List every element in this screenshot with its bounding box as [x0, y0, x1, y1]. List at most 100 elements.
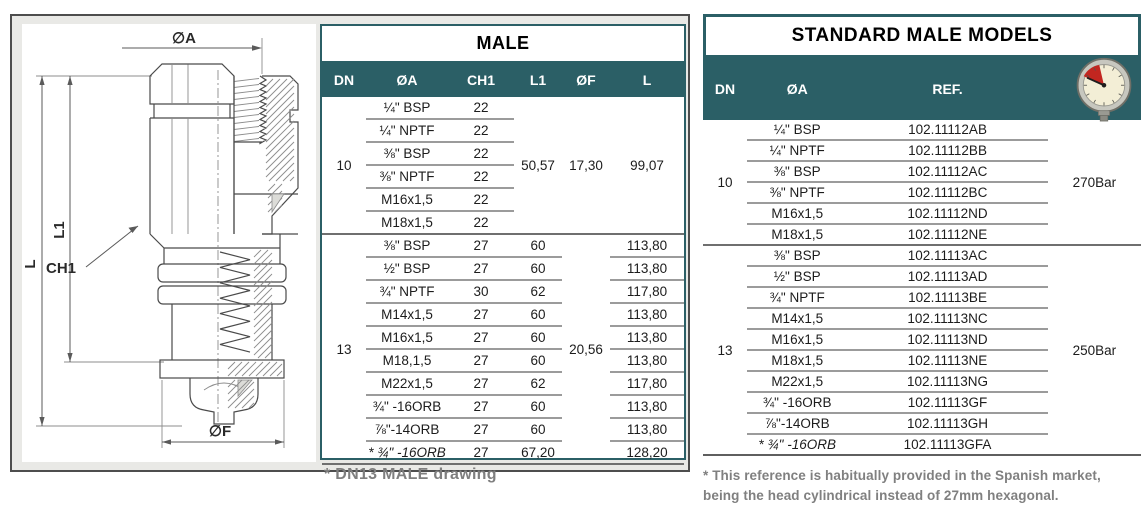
dn-cell: 13: [703, 244, 748, 455]
l-cell: 113,80: [610, 257, 684, 281]
dim-ch1: CH1: [46, 225, 139, 277]
thread-size-cell: ½" BSP: [747, 266, 848, 288]
male-table-row: ¾" NPTF 30 62 117,80: [322, 280, 684, 304]
ch1-cell: 27: [448, 257, 514, 281]
l-cell: 113,80: [610, 303, 684, 327]
part-threads: [233, 75, 268, 145]
thread-size-cell: ¾" -16ORB: [366, 395, 448, 419]
male-table-row: M16x1,5 22: [322, 188, 684, 212]
models-table-row: ¼" NPTF 102.11112BB: [703, 140, 1141, 162]
models-table-row: M18x1,5 102.11112NE: [703, 224, 1141, 245]
ref-cell: 102.11113AC: [847, 244, 1048, 267]
ref-cell: 102.11113NC: [847, 308, 1048, 330]
l1-cell: 60: [514, 418, 562, 442]
thread-size-cell: M16x1,5: [366, 326, 448, 350]
thread-size-cell: M22x1,5: [366, 372, 448, 396]
dim-label-l1: L1: [51, 221, 68, 239]
l1-cell: 60: [514, 326, 562, 350]
ch1-cell: 30: [448, 280, 514, 304]
models-header-oa: ØA: [747, 58, 848, 120]
ch1-cell: 27: [448, 349, 514, 373]
l1-cell: 67,20: [521, 445, 555, 460]
male-table-title: MALE: [322, 26, 684, 63]
l-cell: 117,80: [610, 372, 684, 396]
male-table-section: MALE DN ØA CH1 L1 ØF L 10 ¼" BSP 22 50,57 17…: [320, 24, 686, 465]
l1-cell: 50,57: [521, 157, 555, 173]
l1-cell: 60: [514, 233, 562, 258]
ref-cell: 102.11113GH: [847, 413, 1048, 435]
thread-size-cell: ¼" BSP: [747, 120, 848, 141]
models-table-row: 13 ⅜" BSP 102.11113AC 250Bar: [703, 244, 1141, 455]
dim-l1: L1: [51, 76, 73, 362]
dim-dia-a: ∅A: [122, 30, 263, 74]
thread-size-cell: * ¾" -16ORB: [758, 437, 836, 452]
dim-label-dia-a: ∅A: [172, 30, 196, 47]
of-cell: 20,56: [562, 233, 610, 464]
thread-size-cell: M18x1,5: [747, 350, 848, 372]
thread-size-cell: M22x1,5: [747, 371, 848, 393]
models-table-row: * ¾" -16ORB 102.11113GFA: [703, 434, 1141, 455]
male-table-row: ⅜" BSP 22: [322, 142, 684, 166]
ref-cell: 102.11112AB: [847, 120, 1048, 141]
models-table-row: M18x1,5 102.11113NE: [703, 350, 1141, 372]
l-cell: 128,20: [626, 445, 668, 460]
models-header-pressure: [1047, 57, 1141, 122]
male-header-of: ØF: [562, 63, 610, 97]
dim-dia-f: ∅F: [161, 380, 285, 448]
male-table-row: M18,1,5 27 60 113,80: [322, 349, 684, 373]
technical-drawing-box: ∅A L1 L CH1: [22, 24, 316, 462]
part-lower-body: [171, 304, 273, 360]
thread-size-cell: M18,1,5: [366, 349, 448, 373]
ch1-cell: 22: [448, 188, 514, 212]
thread-size-cell: ¼" NPTF: [366, 119, 448, 143]
male-table-row: M14x1,5 27 60 113,80: [322, 303, 684, 327]
l1-cell: 60: [514, 395, 562, 419]
male-table-row: ¼" NPTF 22: [322, 119, 684, 143]
models-table-row: M22x1,5 102.11113NG: [703, 371, 1141, 393]
ref-cell: 102.11112AC: [847, 161, 1048, 183]
models-table-row: ¾" NPTF 102.11113BE: [703, 287, 1141, 309]
thread-size-cell: ⅞"-14ORB: [747, 413, 848, 435]
part-sleeve: [262, 75, 299, 235]
ch1-cell: 27: [473, 445, 489, 460]
thread-size-cell: ⅜" NPTF: [366, 165, 448, 189]
l-cell: 113,80: [610, 233, 684, 258]
datasheet-page: { "colors":{"teal":"#2b5f66","panel_bg":…: [10, 14, 1141, 503]
l1-cell: 60: [514, 257, 562, 281]
dn-cell: 13: [322, 233, 366, 464]
male-table-row: 10 ¼" BSP 22 50,57 17,30 99,07: [322, 97, 684, 173]
male-header-l: L: [610, 63, 684, 97]
of-cell: 17,30: [569, 157, 603, 173]
ref-cell: 102.11113BE: [847, 287, 1048, 309]
models-table-header-row: DN ØA REF.: [703, 57, 1141, 122]
male-table-row: ¾" -16ORB 27 60 113,80: [322, 395, 684, 419]
models-table-row: ⅜" NPTF 102.11112BC: [703, 182, 1141, 204]
coupling-drawing: ∅A L1 L CH1: [22, 30, 299, 448]
models-table-row: M16x1,5 102.11113ND: [703, 329, 1141, 351]
thread-size-cell: * ¾" -16ORB: [368, 445, 446, 460]
thread-size-cell: ⅜" BSP: [747, 244, 848, 267]
l-cell: 113,80: [610, 395, 684, 419]
part-bore-steps: [234, 141, 298, 195]
ch1-cell: 27: [448, 418, 514, 442]
l1-cell: 62: [514, 372, 562, 396]
ch1-cell: 22: [448, 97, 514, 120]
male-table-row: 13 ⅜" BSP 27 60 20,56 113,80: [322, 233, 684, 464]
thread-size-cell: ½" BSP: [366, 257, 448, 281]
models-table-row: ⅞"-14ORB 102.11113GH: [703, 413, 1141, 435]
ref-cell: 102.11113GF: [847, 392, 1048, 414]
dn-cell: 10: [717, 174, 733, 190]
part-neck: [149, 233, 298, 264]
thread-size-cell: M16x1,5: [747, 329, 848, 351]
models-table-title: STANDARD MALE MODELS: [703, 14, 1141, 58]
ch1-cell: 22: [448, 165, 514, 189]
l1-cell: 60: [514, 349, 562, 373]
male-table-header-row: DN ØA CH1 L1 ØF L: [322, 63, 684, 97]
models-table-row: ⅜" BSP 102.11112AC: [703, 161, 1141, 183]
thread-size-cell: ⅜" NPTF: [747, 182, 848, 204]
thread-size-cell: ⅜" BSP: [366, 142, 448, 166]
part-mid-wall-hatch: [253, 249, 273, 359]
ch1-cell: 27: [448, 303, 514, 327]
pressure-cell: 270Bar: [1072, 174, 1117, 190]
thread-size-cell: M18x1,5: [771, 227, 824, 242]
